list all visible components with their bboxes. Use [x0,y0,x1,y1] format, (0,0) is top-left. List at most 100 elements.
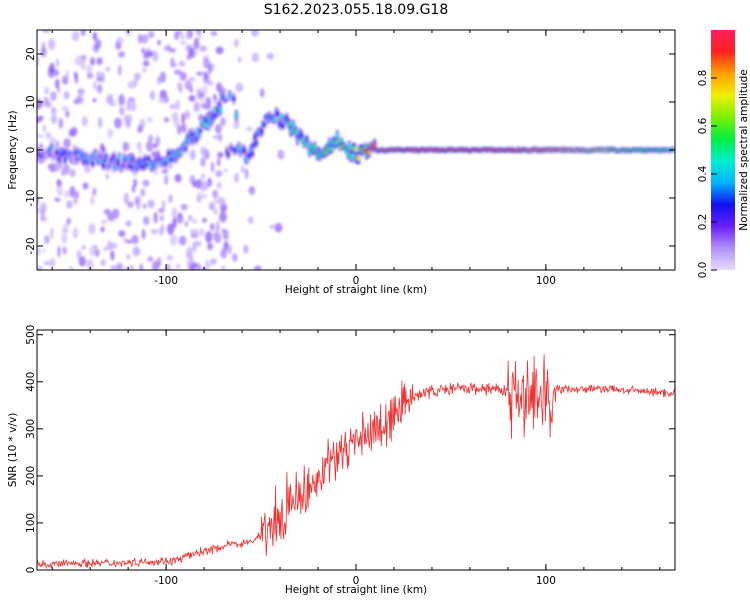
track-mark [91,161,95,167]
noise-mark [186,259,191,265]
noise-mark [180,203,188,211]
noise-mark [66,217,71,225]
noise-mark [152,260,160,270]
noise-mark [147,134,154,143]
noise-mark [173,69,182,75]
noise-mark [126,104,132,112]
noise-mark [177,218,184,224]
noise-mark [165,44,172,50]
x-tick-label: -100 [154,575,178,587]
noise-mark [196,241,201,247]
noise-mark [166,254,174,261]
colorbar-ticks: 0.0 0.2 0.4 0.6 0.8 [697,70,717,279]
noise-mark [75,95,84,104]
noise-mark [54,69,60,77]
noise-mark [221,265,226,270]
noise-mark [196,71,204,76]
noise-mark [245,126,254,132]
noise-mark [37,134,44,139]
track-mark [124,156,128,161]
track-mark [129,164,133,170]
noise-mark [166,263,171,270]
noise-mark [188,76,196,82]
track-mark [350,153,354,160]
noise-mark [126,239,133,244]
noise-mark [202,103,210,110]
y-tick-label: 20 [25,47,37,60]
noise-mark [243,244,249,254]
noise-mark [107,240,113,251]
snr-ylabel: SNR (10 * v/v) [7,413,19,488]
noise-mark [223,242,229,247]
noise-mark [216,220,220,233]
spectrogram-track [37,89,675,174]
noise-mark [159,214,164,222]
noise-mark [222,229,229,240]
y-tick-label: 500 [25,325,37,345]
noise-mark [125,120,131,129]
track-mark [198,129,203,133]
snr-frame [36,329,676,571]
noise-mark [90,57,95,66]
noise-mark [233,118,240,130]
noise-mark [171,111,179,121]
noise-mark [100,226,105,233]
noise-mark [174,31,179,41]
colorbar-tick-label: 0.0 [697,262,709,279]
noise-mark [90,195,95,206]
track-mark [39,144,43,149]
noise-mark [62,228,69,233]
noise-mark [129,264,134,270]
noise-mark [133,77,138,88]
noise-mark [214,124,222,134]
noise-mark [177,81,183,91]
noise-mark [274,222,283,233]
noise-mark [189,265,196,270]
noise-mark [139,118,146,128]
y-tick-label: 200 [25,466,37,486]
noise-mark [131,184,136,193]
noise-mark [166,223,175,235]
noise-mark [232,253,238,262]
y-tick-label: 100 [25,513,37,533]
noise-mark [65,69,69,81]
noise-mark [145,140,154,152]
noise-mark [100,71,105,83]
track-mark [281,123,285,129]
y-tick-label: 10 [25,95,37,108]
noise-mark [89,244,96,257]
snr-ticks: -100 0 100 0 100 200 300 400 500 [25,325,675,587]
noise-mark [114,117,122,129]
noise-mark [43,260,51,266]
noise-mark [116,36,125,44]
noise-mark [218,196,226,206]
noise-mark [219,203,228,213]
colorbar: 0.0 0.2 0.4 0.6 0.8 Normalized spectral ampl… [697,30,750,278]
noise-mark [72,227,79,239]
noise-mark [215,46,224,55]
noise-mark [179,71,187,81]
noise-mark [123,192,129,205]
noise-mark [116,262,123,270]
noise-mark [216,157,221,167]
noise-mark [63,90,70,100]
track-mark [335,132,339,139]
track-mark [232,95,236,103]
noise-mark [37,207,41,214]
noise-mark [184,221,189,227]
noise-mark [172,216,177,229]
spectrogram-ylabel: Frequency (Hz) [7,110,19,189]
noise-mark [173,62,177,67]
track-mark [104,154,108,159]
noise-mark [81,115,88,127]
colorbar-tick-label: 0.6 [697,117,709,134]
noise-mark [196,192,202,202]
noise-mark [43,235,50,245]
noise-mark [78,256,86,267]
noise-mark [96,70,101,79]
x-tick-label: 0 [353,575,360,587]
noise-mark [37,265,43,270]
noise-mark [131,234,139,245]
figure-title: S162.2023.055.18.09.G18 [264,2,449,18]
track-mark [194,136,199,143]
